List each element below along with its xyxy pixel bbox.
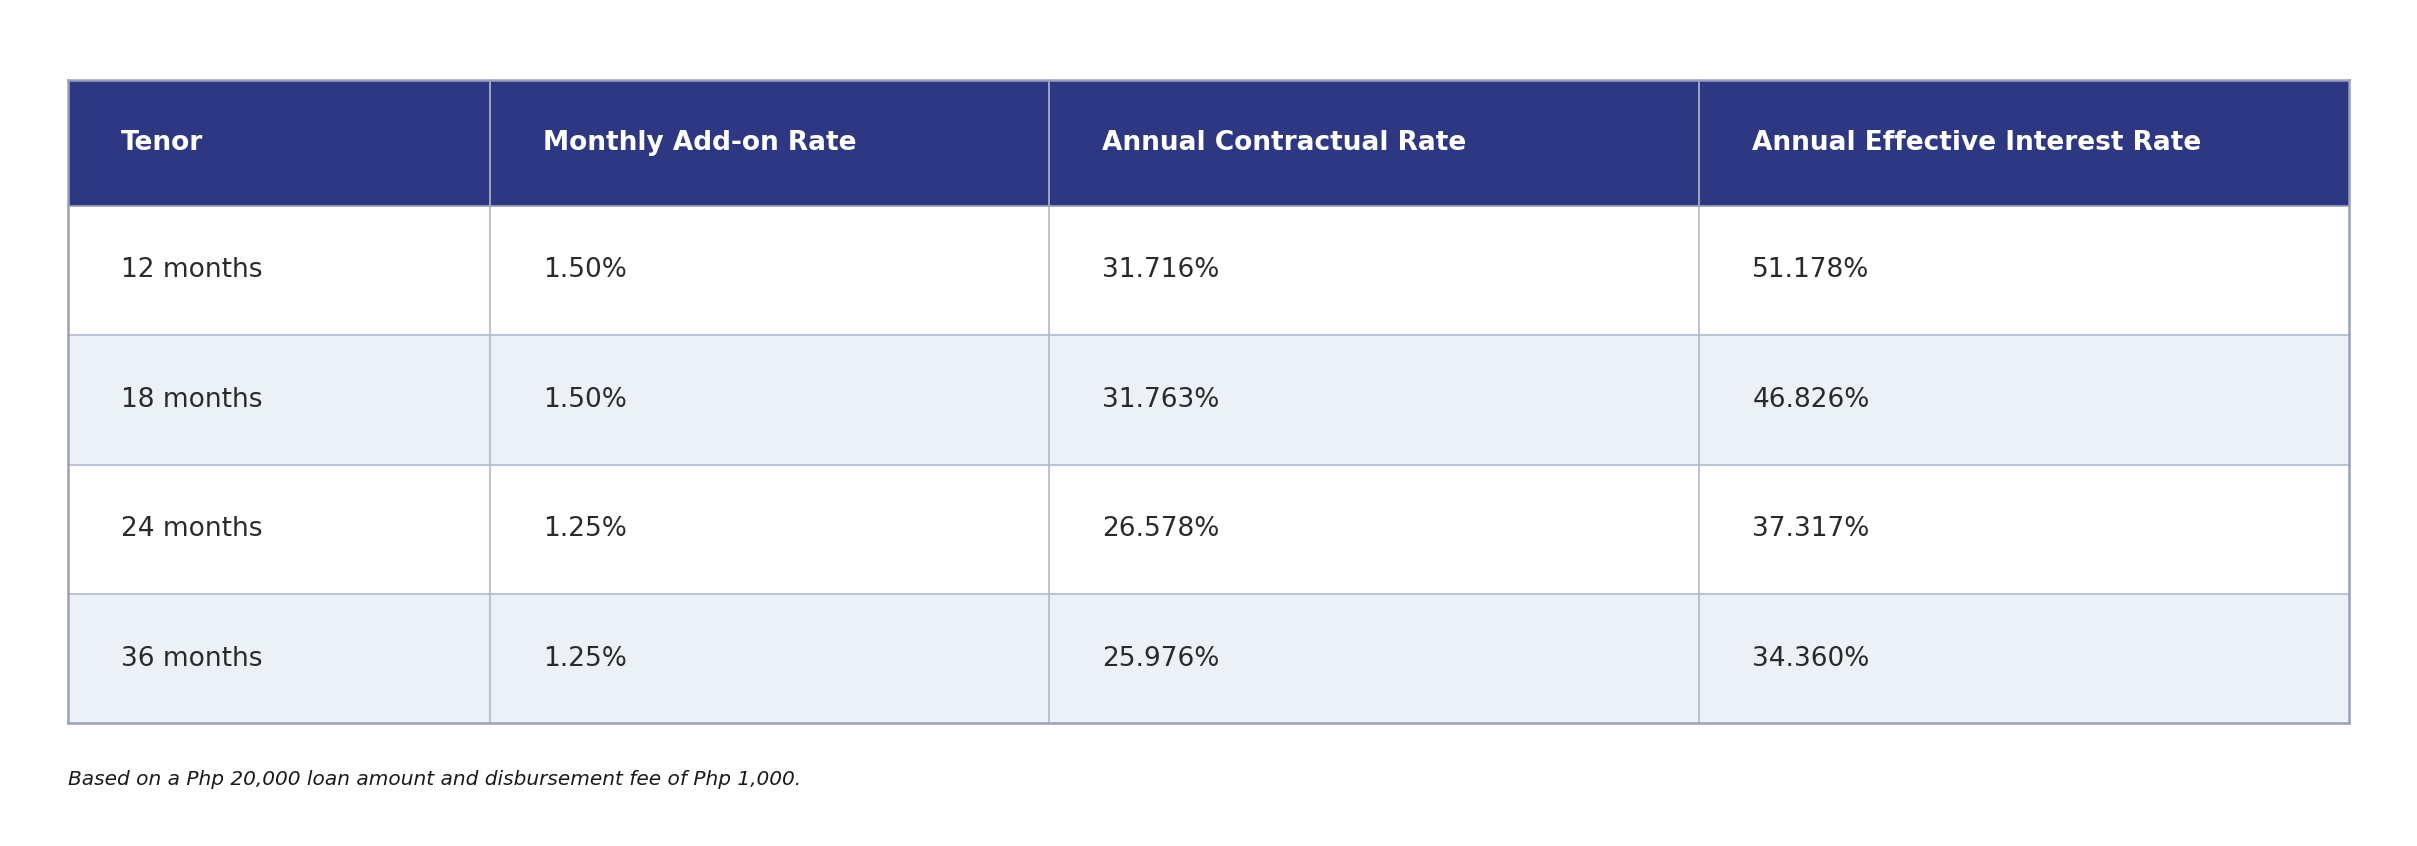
Text: 12 months: 12 months: [121, 257, 263, 283]
Bar: [68, 80, 2349, 723]
Text: 25.976%: 25.976%: [1102, 645, 1218, 672]
Bar: [1699, 206, 2349, 335]
Text: 1.25%: 1.25%: [544, 645, 626, 672]
Bar: [491, 206, 1049, 335]
Text: Tenor: Tenor: [121, 130, 203, 156]
Bar: [491, 464, 1049, 594]
Text: 31.716%: 31.716%: [1102, 257, 1218, 283]
Text: Monthly Add-on Rate: Monthly Add-on Rate: [544, 130, 856, 156]
Text: 36 months: 36 months: [121, 645, 263, 672]
Text: 18 months: 18 months: [121, 387, 263, 413]
Bar: [1699, 80, 2349, 206]
Bar: [1049, 80, 1699, 206]
Bar: [1049, 206, 1699, 335]
Text: 1.50%: 1.50%: [544, 387, 626, 413]
Bar: [1049, 335, 1699, 464]
Bar: [491, 594, 1049, 723]
Text: Based on a Php 20,000 loan amount and disbursement fee of Php 1,000.: Based on a Php 20,000 loan amount and di…: [68, 770, 800, 788]
Bar: [1699, 464, 2349, 594]
Bar: [1049, 464, 1699, 594]
Bar: [68, 80, 491, 206]
Bar: [68, 335, 491, 464]
Bar: [68, 464, 491, 594]
Bar: [491, 80, 1049, 206]
Bar: [1699, 594, 2349, 723]
Bar: [68, 206, 491, 335]
Bar: [491, 335, 1049, 464]
Text: 1.50%: 1.50%: [544, 257, 626, 283]
Bar: [1049, 594, 1699, 723]
Text: 26.578%: 26.578%: [1102, 516, 1218, 542]
Text: 46.826%: 46.826%: [1752, 387, 1871, 413]
Text: 37.317%: 37.317%: [1752, 516, 1871, 542]
Text: 1.25%: 1.25%: [544, 516, 626, 542]
Text: 31.763%: 31.763%: [1102, 387, 1218, 413]
Text: 51.178%: 51.178%: [1752, 257, 1871, 283]
Text: 34.360%: 34.360%: [1752, 645, 1871, 672]
Text: 24 months: 24 months: [121, 516, 263, 542]
Bar: [68, 594, 491, 723]
Text: Annual Contractual Rate: Annual Contractual Rate: [1102, 130, 1467, 156]
Text: Annual Effective Interest Rate: Annual Effective Interest Rate: [1752, 130, 2202, 156]
Bar: [1699, 335, 2349, 464]
